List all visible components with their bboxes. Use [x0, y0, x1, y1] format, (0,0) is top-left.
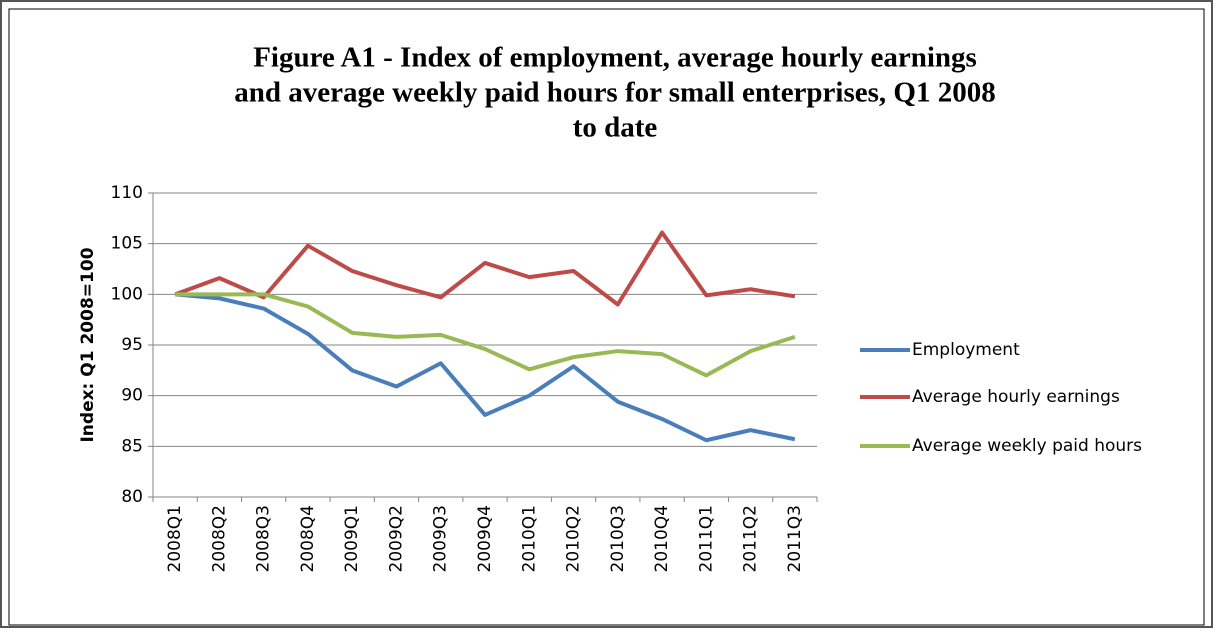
chart-title: Figure A1 - Index of employment, average… — [253, 42, 977, 74]
x-tick-label: 2010Q4 — [652, 505, 672, 572]
x-tick-label: 2010Q3 — [608, 505, 628, 572]
x-tick-label: 2009Q3 — [431, 505, 451, 572]
chart-frame — [8, 8, 1205, 626]
x-tick-label: 2011Q1 — [696, 505, 716, 572]
y-tick-label: 110 — [111, 183, 143, 203]
x-tick-label: 2009Q1 — [342, 505, 362, 572]
x-tick-label: 2008Q2 — [209, 505, 229, 572]
x-tick-label: 2009Q4 — [475, 505, 495, 572]
x-tick-label: 2010Q1 — [519, 505, 539, 572]
y-tick-label: 85 — [121, 436, 143, 456]
y-tick-label: 80 — [121, 487, 143, 507]
legend-label: Employment — [912, 340, 1020, 360]
x-tick-label: 2008Q3 — [254, 505, 274, 572]
x-tick-label: 2008Q4 — [298, 505, 318, 572]
chart-title: and average weekly paid hours for small … — [234, 77, 996, 109]
x-tick-label: 2009Q2 — [386, 505, 406, 572]
x-tick-label: 2011Q2 — [741, 505, 761, 572]
y-tick-label: 100 — [111, 284, 143, 304]
y-tick-label: 105 — [111, 234, 143, 254]
series-line — [174, 230, 796, 307]
y-axis-label: Index: Q1 2008=100 — [78, 247, 98, 442]
series-line — [174, 292, 796, 443]
x-tick-label: 2011Q3 — [785, 505, 805, 572]
legend-label: Average hourly earnings — [912, 387, 1120, 407]
series-line — [175, 292, 796, 378]
x-tick-label: 2008Q1 — [165, 505, 185, 572]
legend-label: Average weekly paid hours — [912, 436, 1142, 456]
y-tick-label: 95 — [121, 335, 143, 355]
y-tick-label: 90 — [121, 386, 143, 406]
x-tick-label: 2010Q2 — [564, 505, 584, 572]
chart-title: to date — [573, 112, 658, 144]
